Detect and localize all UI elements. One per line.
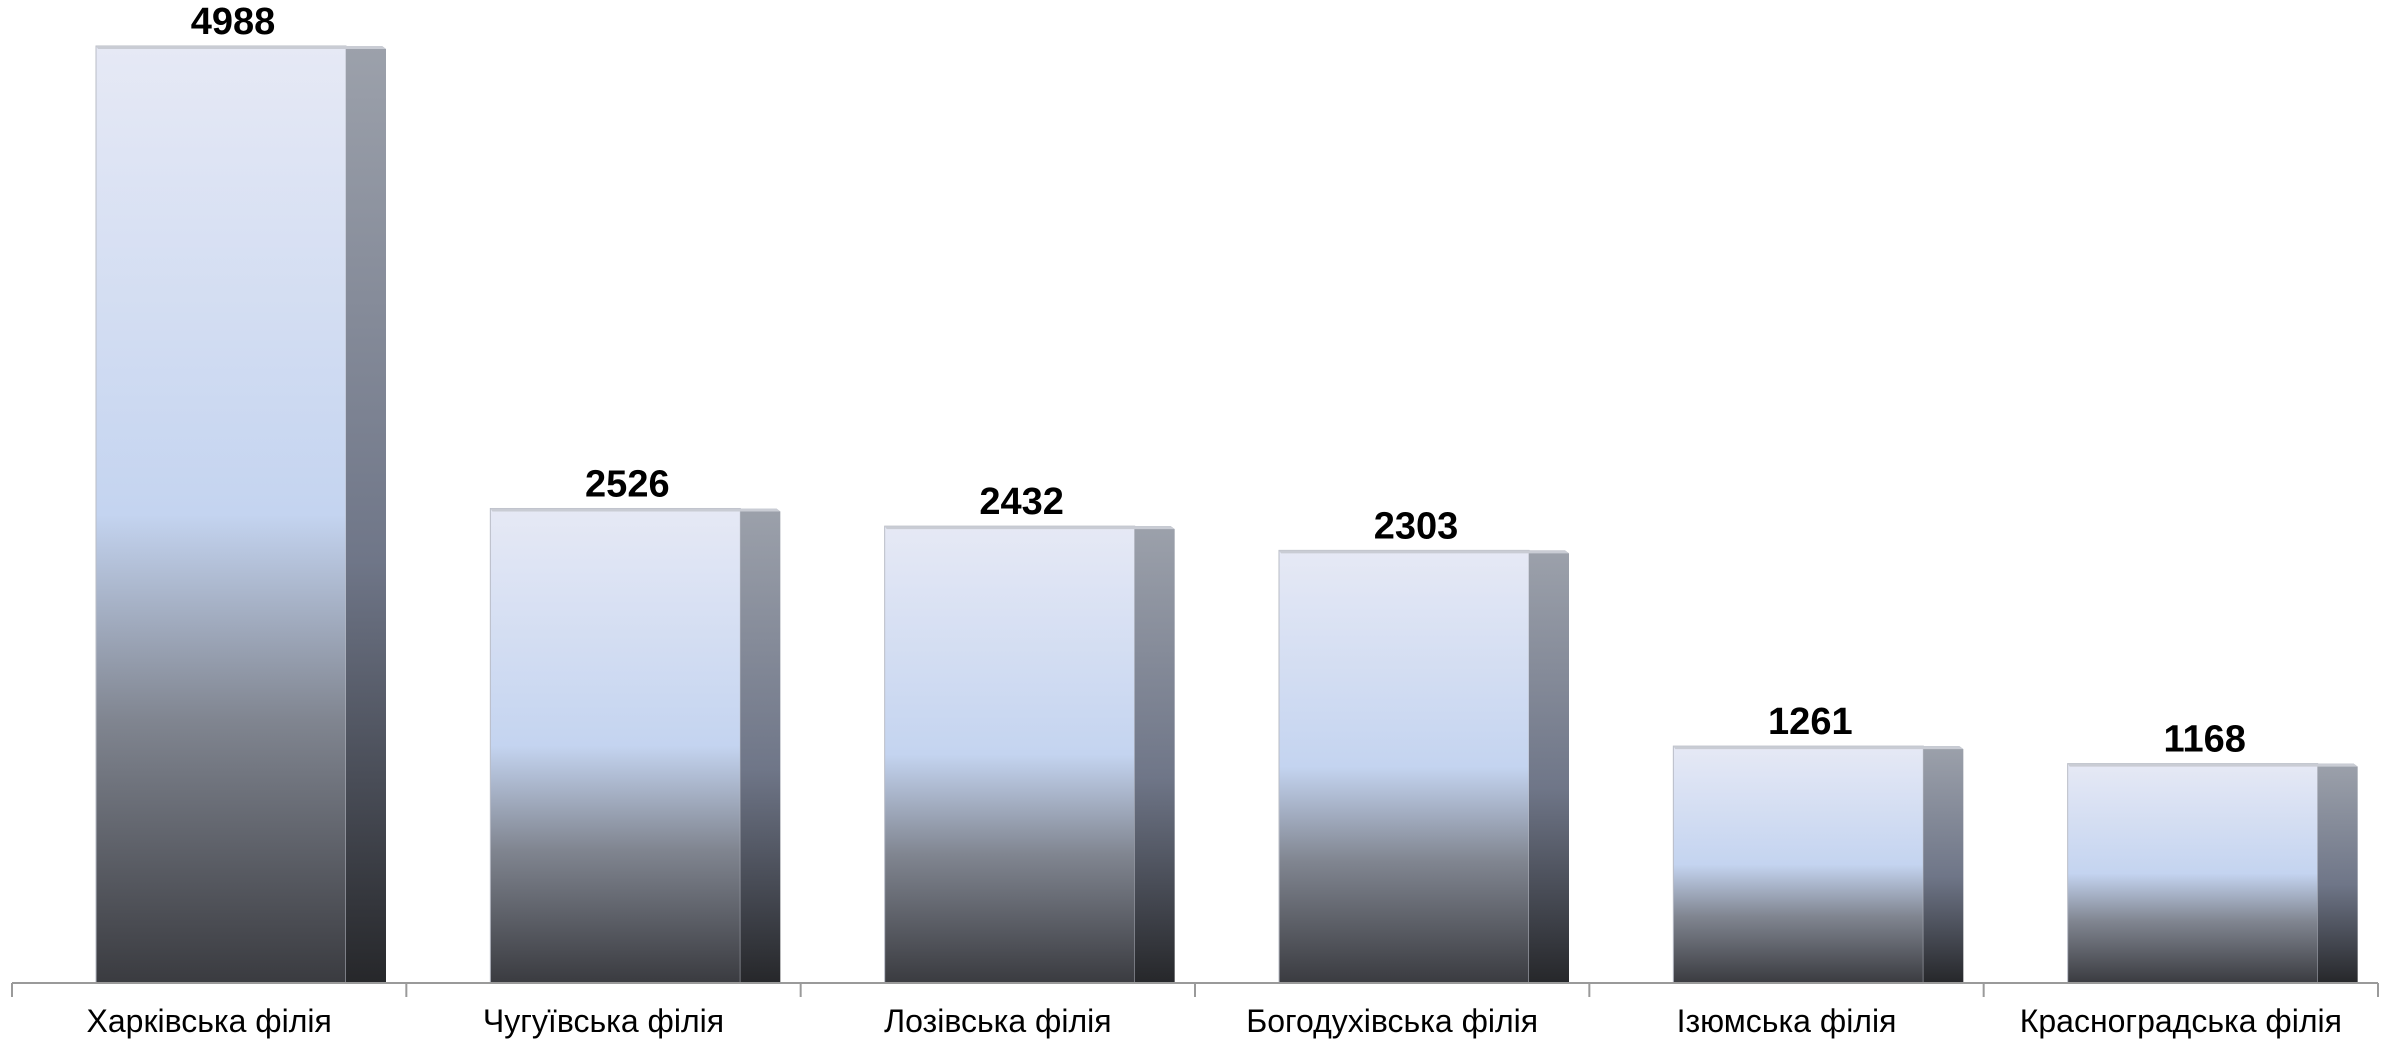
category-label: Ізюмська філія	[1677, 1003, 1897, 1039]
bar-front	[1672, 745, 1924, 984]
bar-top-edge	[490, 508, 781, 512]
x-axis	[11, 982, 2379, 997]
category-label: Красноградська філія	[2020, 1003, 2342, 1039]
bar	[884, 525, 1175, 984]
bar-side	[346, 46, 386, 983]
value-labels-group: 4988 2526 2432 2303 1261 1168	[191, 1, 2246, 761]
bar-front	[95, 45, 347, 984]
value-label: 2303	[1374, 505, 1459, 547]
bar	[95, 45, 386, 984]
bar-side	[1923, 746, 1964, 983]
value-label: 1168	[2163, 719, 2245, 761]
category-label: Чугуївська філія	[483, 1003, 724, 1039]
bar	[1672, 745, 1964, 984]
bar-top-edge	[884, 526, 1175, 530]
bars-group	[95, 45, 2358, 984]
bar	[489, 507, 781, 984]
bar-top-edge	[1673, 746, 1964, 750]
bar	[1278, 549, 1569, 984]
category-labels-group: Харківська філія Чугуївська філія Лозівськ…	[87, 1003, 2342, 1039]
bar-front	[489, 507, 741, 984]
bar-top-edge	[1279, 550, 1569, 554]
value-label: 2526	[585, 463, 670, 505]
value-label: 4988	[191, 1, 276, 43]
category-label: Харківська філія	[87, 1003, 332, 1039]
category-label: Лозівська філія	[884, 1003, 1111, 1039]
bar-side	[740, 508, 781, 983]
bar-front	[884, 525, 1136, 984]
bar-front	[2067, 763, 2319, 984]
bar-top-edge	[2067, 763, 2358, 767]
value-label: 1261	[1768, 701, 1853, 743]
value-label: 2432	[979, 481, 1064, 523]
bar-side	[1134, 526, 1175, 983]
bar-side	[1529, 550, 1569, 983]
bar-top-edge	[96, 46, 386, 49]
category-label: Богодухівська філія	[1246, 1003, 1538, 1039]
bar-front	[1278, 549, 1530, 984]
bar-side	[2317, 763, 2358, 983]
bar	[2067, 763, 2358, 984]
